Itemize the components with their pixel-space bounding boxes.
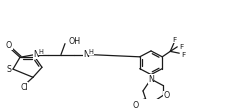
Text: F: F [180,52,184,58]
Text: O: O [132,101,139,109]
Text: H: H [38,49,43,55]
Text: S: S [7,65,11,74]
Text: N: N [83,50,89,59]
Text: O: O [163,91,169,100]
Text: F: F [171,37,176,43]
Text: OH: OH [69,37,81,46]
Text: O: O [6,41,12,50]
Text: N: N [147,75,153,84]
Text: Cl: Cl [20,83,28,92]
Text: N: N [33,50,39,59]
Text: H: H [88,49,93,55]
Text: F: F [178,44,182,50]
